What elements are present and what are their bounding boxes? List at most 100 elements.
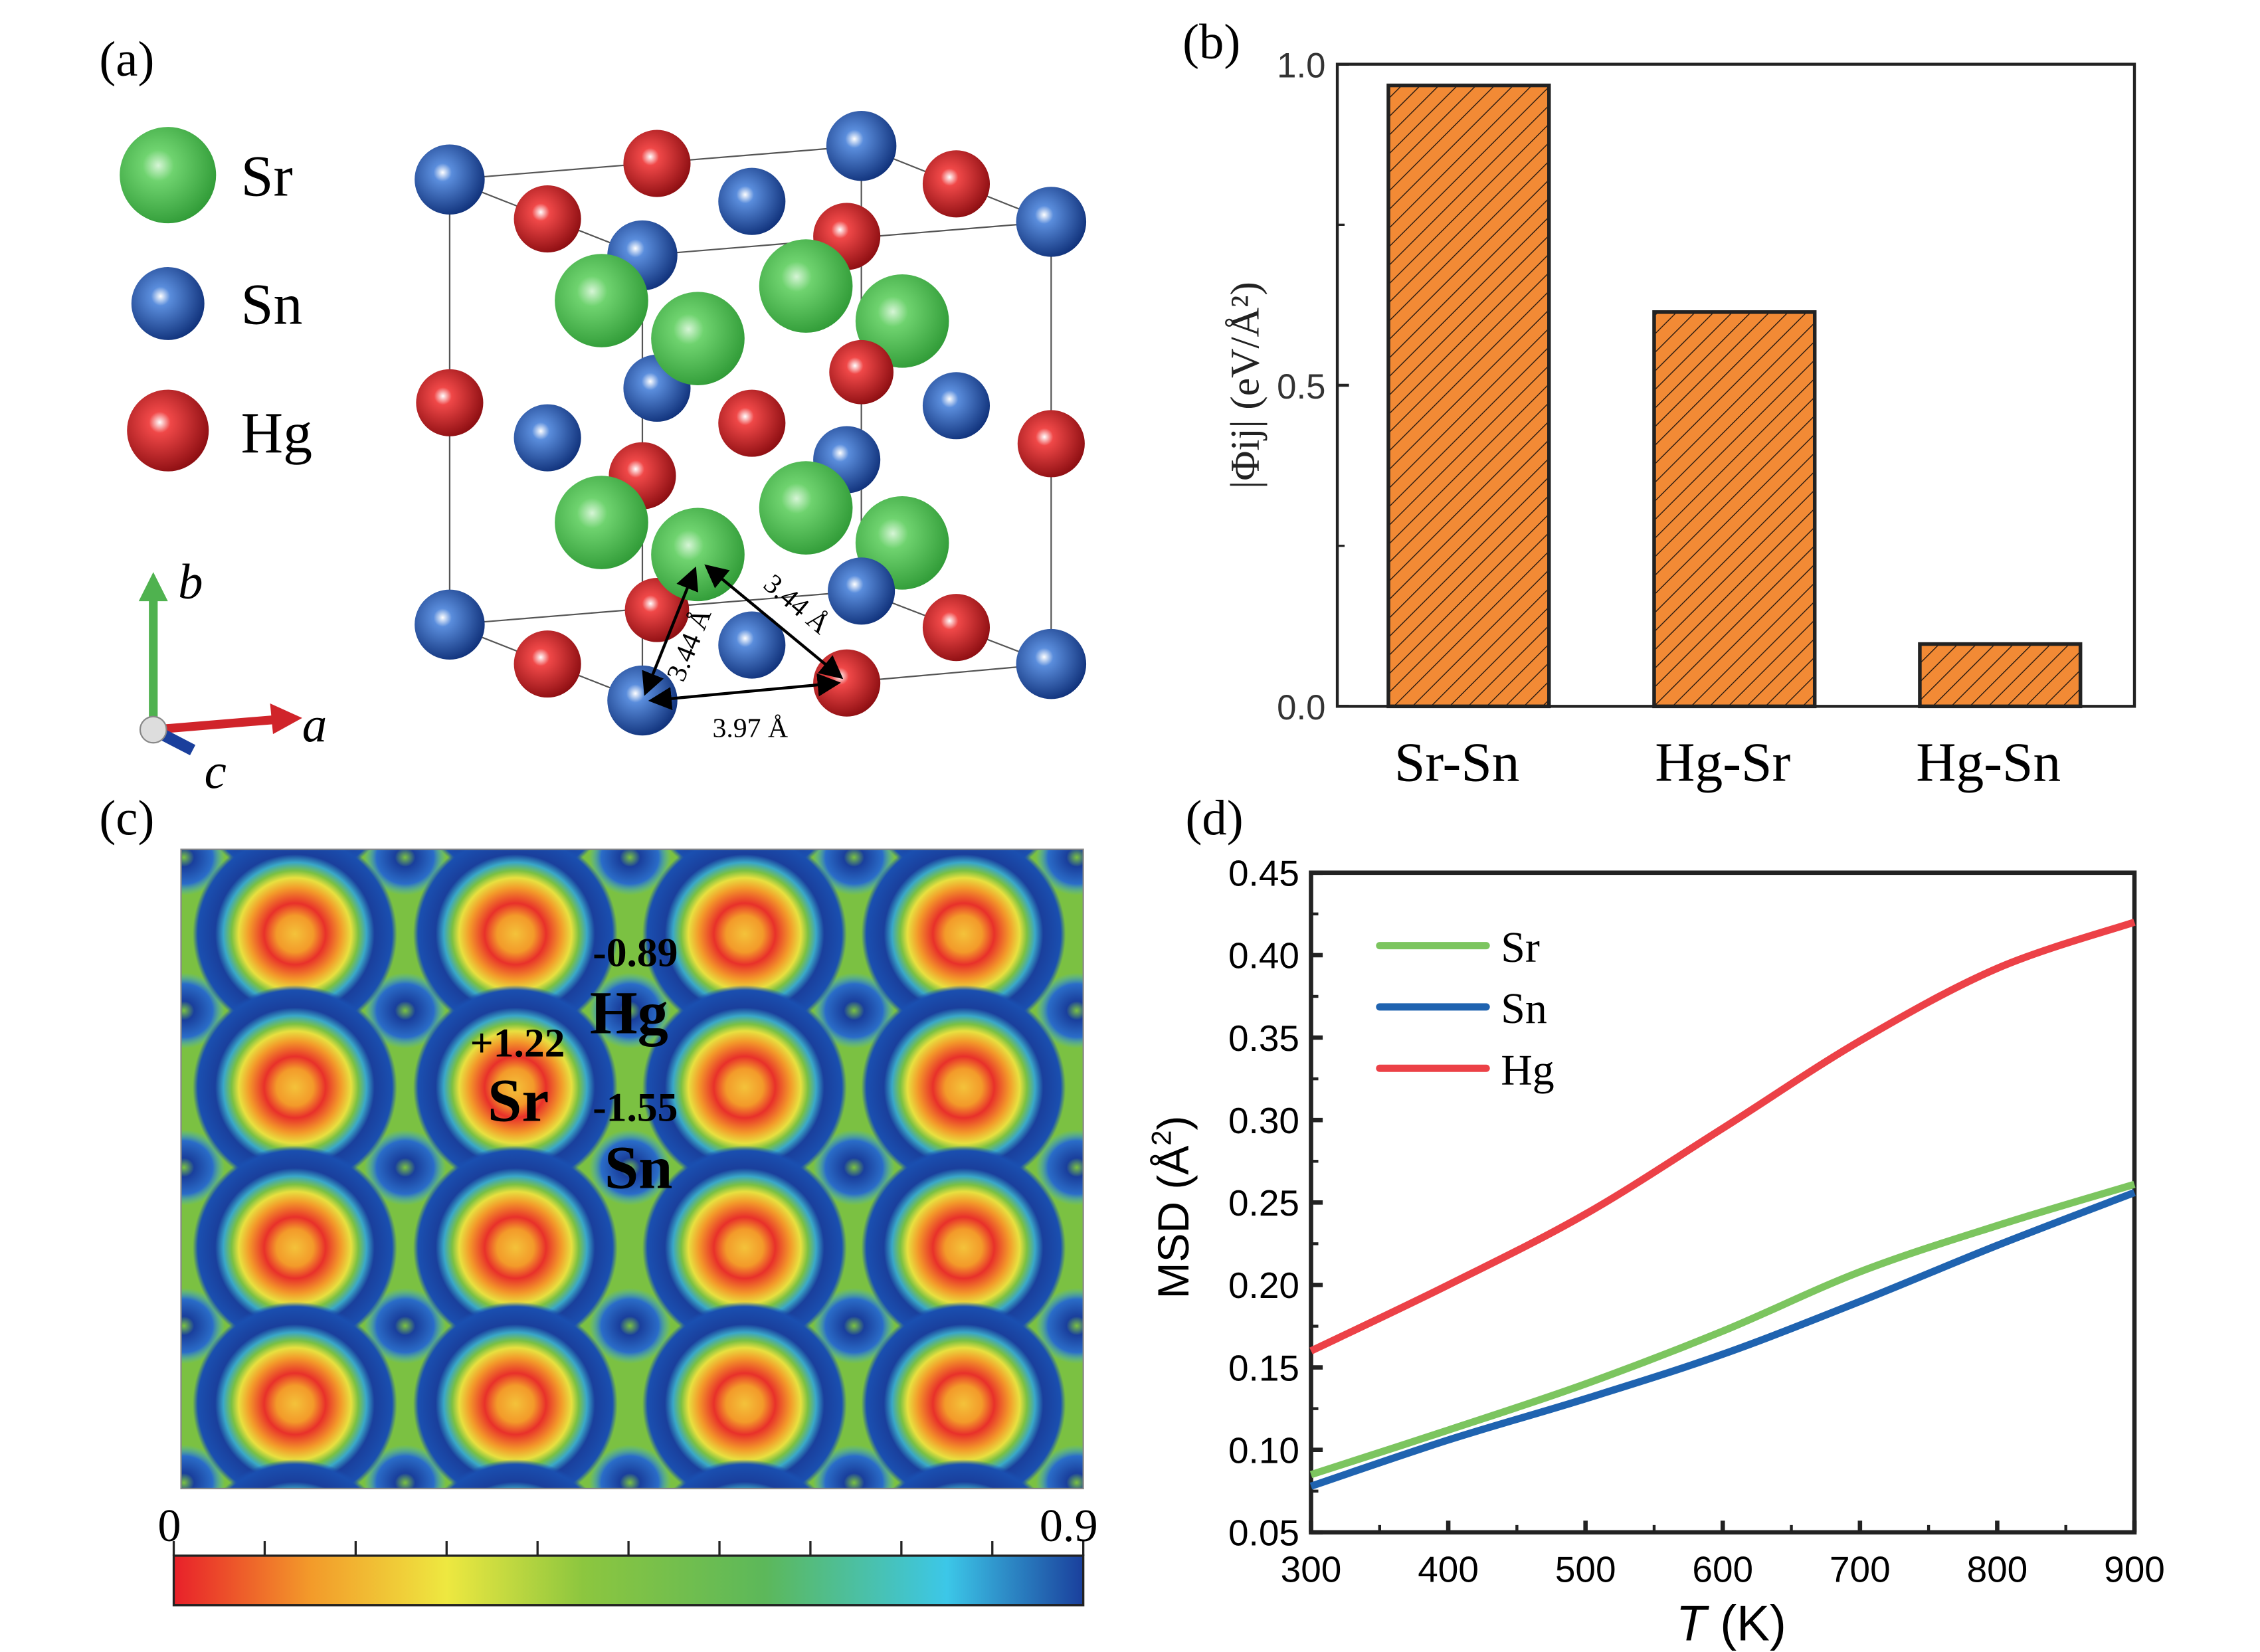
sr-atom [759,239,853,333]
colorbar-min: 0 [157,1500,181,1552]
sr-atom-icon [120,127,217,224]
elf-minor-site [364,1129,446,1206]
elf-major-site [1087,1302,1292,1507]
line-x-tick-label: 500 [1555,1549,1616,1590]
line-plot-frame [1309,870,2137,1535]
elf-major-site [861,849,1066,1036]
elf-major-site [193,1301,397,1489]
elf-major-site [193,1145,397,1350]
elf-minor-site [1036,1445,1083,1489]
legend-label-sn: Sn [1501,984,1547,1033]
elf-major-site [0,1146,175,1350]
sr-atom [651,292,745,386]
hg-atom [514,630,581,698]
line-y-tick-label: 0.30 [1228,1100,1299,1141]
line-y-tick-label: 0.25 [1228,1182,1299,1224]
line-x-tick-label: 700 [1830,1549,1891,1590]
hg-atom [922,150,990,218]
elf-minor-site [1036,1129,1083,1206]
legend-label-sr: Sr [1501,923,1540,972]
elf-major-site [413,1301,618,1489]
hg-atom [623,130,691,197]
sr-atom [555,476,648,569]
elf-minor-site [364,849,446,895]
hg-atom [718,389,786,457]
elf-minor-site [589,1445,671,1489]
elf-minor-site [589,849,671,895]
elf-minor-site [589,972,671,1049]
sn-atom [415,144,485,215]
legend-sr: Sr [241,144,293,209]
elf-minor-site [589,1287,671,1364]
panel-label-b: (b) [1182,15,1240,70]
a-axis-arrow [153,715,278,735]
elf-major-site [861,984,1066,1190]
elf-minor-site [813,1445,895,1489]
elf-minor-site [181,849,225,895]
bar-y-tick-label: 1.0 [1277,46,1325,85]
series-line-sn [1309,1189,2136,1490]
hg-atom [922,594,990,662]
elf-major-site [892,1459,1036,1489]
hg-atom [416,369,484,436]
colorbar: 0 0.9 [157,1500,1098,1607]
elf-minor-site [364,1445,446,1489]
elf-major-site [642,1145,847,1350]
hg-atom [514,185,581,253]
elf-minor-site [1036,1287,1083,1364]
line-y-tick-label: 0.40 [1228,935,1299,976]
elf-minor-site [181,1445,225,1489]
sr-atom [759,461,853,555]
legend-sn: Sn [241,273,303,337]
line-y-tick-label: 0.20 [1228,1265,1299,1306]
hg-atom [829,339,894,405]
elf-minor-site [589,1129,671,1206]
panel-label-d: (d) [1186,791,1244,846]
annotation-hg: Hg [590,978,668,1046]
bar-x-tick-label: Sr-Sn [1394,732,1520,793]
line-y-tick-label: 0.45 [1228,853,1299,894]
sn-atom [718,167,786,235]
elf-major-site [642,984,847,1190]
elf-minor-site [364,1287,446,1364]
line-y-axis-label: MSD (Å2) [1146,1116,1198,1299]
line-x-tick-label: 800 [1967,1549,2028,1590]
axis-triad: b a c [138,555,327,799]
elf-major-site [444,1459,587,1489]
line-y-tick-label: 0.15 [1228,1347,1299,1388]
elf-major-site [223,1459,367,1489]
elf-major-site [0,1459,175,1652]
line-x-tick-label: 600 [1692,1549,1753,1590]
bar-hg-sn [1918,642,2083,709]
bar-hg-sr [1652,310,1817,709]
line-x-tick-label: 300 [1281,1549,1342,1590]
line-y-tick-label: 0.35 [1228,1018,1299,1059]
c-axis-label: c [205,744,227,799]
sn-atom [826,110,897,181]
elf-minor-site [813,972,895,1049]
bar-sr-sn [1386,83,1551,709]
sn-atom [514,404,581,472]
elf-major-site [413,1145,618,1350]
distance-label-3: 3.97 Å [712,713,788,743]
series-line-hg [1309,919,2136,1354]
bar-y-tick-label: 0.0 [1277,688,1325,727]
panel-label-a: (a) [99,32,154,87]
annotation-hg-charge: -0.89 [593,930,678,975]
panel-label-c: (c) [99,791,154,846]
legend-hg: Hg [241,401,312,466]
b-axis-label: b [178,555,203,610]
elf-major-site [0,985,175,1190]
line-x-tick-label: 900 [2104,1549,2165,1590]
elf-major-site [193,849,397,1036]
hg-atom [1017,410,1085,478]
elf-major-site [1087,1459,1292,1652]
a-axis-label: a [302,697,327,753]
sn-atom [1016,628,1087,699]
panel-a-legend: Sr Sn Hg [120,127,312,472]
elf-minor-site [813,1129,895,1206]
sn-atom-icon [131,267,205,340]
line-y-tick-label: 0.10 [1228,1429,1299,1471]
sn-atom [828,557,895,625]
